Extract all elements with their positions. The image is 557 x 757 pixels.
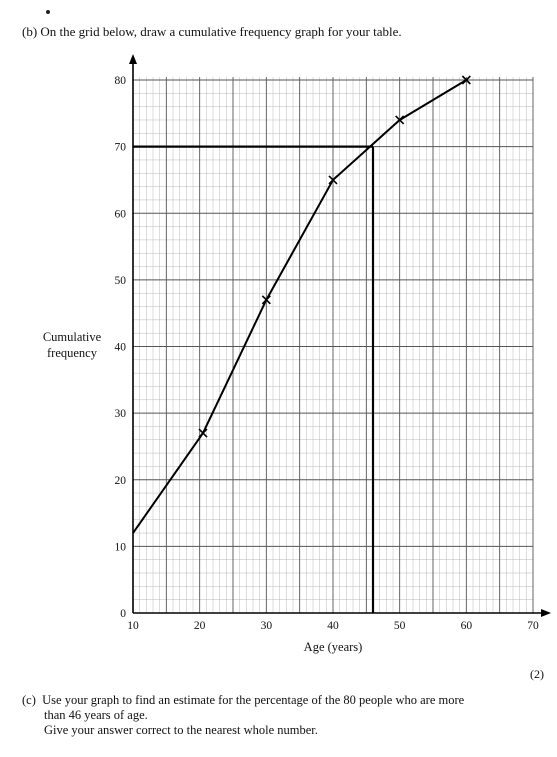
question-c-text1: Use your graph to find an estimate for t… bbox=[42, 693, 465, 707]
y-tick-label: 0 bbox=[120, 608, 126, 620]
question-c: (c) Use your graph to find an estimate f… bbox=[22, 693, 464, 738]
question-c-line2: than 46 years of age. bbox=[44, 708, 148, 722]
y-axis-label-line2: frequency bbox=[47, 346, 98, 360]
point-marker bbox=[198, 428, 208, 438]
y-tick-label: 60 bbox=[115, 208, 127, 220]
y-tick-label: 40 bbox=[115, 342, 127, 354]
y-tick-label: 80 bbox=[115, 75, 127, 87]
point-marker bbox=[461, 75, 471, 85]
x-tick-label: 60 bbox=[461, 620, 473, 632]
grid-major bbox=[132, 77, 534, 614]
marks-label: (2) bbox=[530, 667, 544, 681]
y-tick-label: 50 bbox=[115, 275, 127, 287]
point-marker bbox=[261, 295, 271, 305]
y-axis-label-line1: Cumulative bbox=[43, 330, 102, 344]
y-tick-label: 30 bbox=[115, 408, 127, 420]
x-tick-label: 50 bbox=[394, 620, 406, 632]
question-c-label: (c) bbox=[22, 693, 36, 707]
question-b-text: (b) On the grid below, draw a cumulative… bbox=[22, 24, 402, 39]
x-tick-label: 40 bbox=[327, 620, 339, 632]
stray-dot bbox=[46, 10, 50, 14]
x-tick-label: 20 bbox=[194, 620, 206, 632]
x-tick-label: 10 bbox=[127, 620, 139, 632]
question-c-line1: (c) Use your graph to find an estimate f… bbox=[22, 693, 464, 708]
axis-labels: Cumulative frequency Age (years) bbox=[43, 330, 362, 654]
x-tick-label: 30 bbox=[261, 620, 273, 632]
y-tick-label: 70 bbox=[115, 142, 127, 154]
series-line bbox=[132, 79, 467, 534]
question-c-line3: Give your answer correct to the nearest … bbox=[44, 723, 318, 737]
point-marker bbox=[395, 115, 405, 125]
y-tick-label: 20 bbox=[115, 475, 127, 487]
x-tick-label: 70 bbox=[527, 620, 539, 632]
y-axis-arrow bbox=[129, 54, 137, 64]
axes bbox=[129, 54, 551, 617]
series bbox=[132, 75, 471, 534]
x-axis-label: Age (years) bbox=[304, 640, 363, 654]
y-tick-label: 10 bbox=[115, 541, 127, 553]
reading-lines bbox=[133, 145, 375, 613]
point-marker bbox=[328, 175, 338, 185]
x-axis-arrow bbox=[541, 609, 551, 617]
